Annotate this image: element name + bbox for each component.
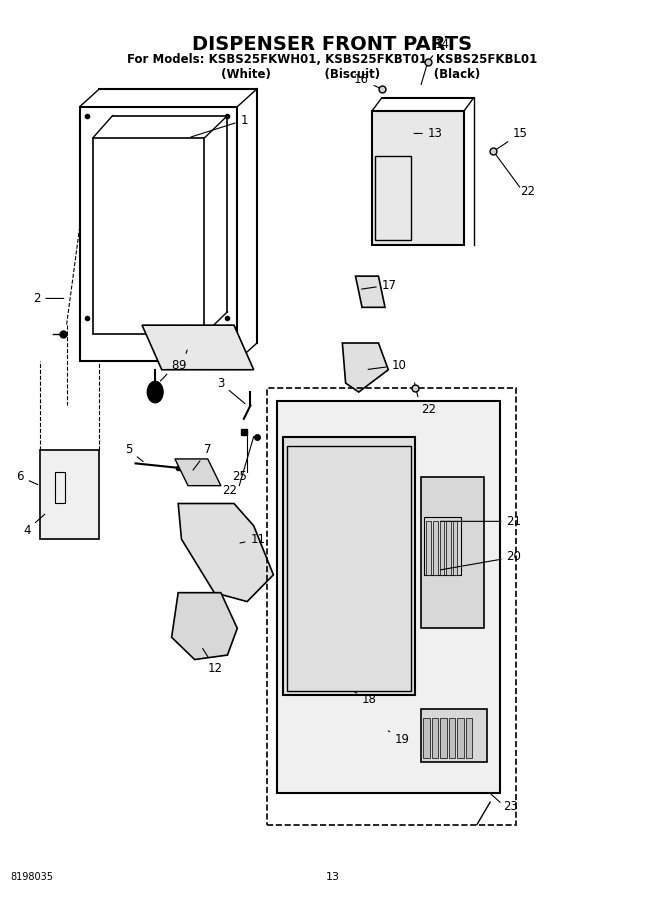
Bar [440,521,444,575]
Text: 13: 13 [325,872,340,883]
Bar [423,717,430,758]
Bar [283,436,414,695]
Text: 7: 7 [193,444,212,470]
Bar [421,477,483,628]
Bar [277,401,500,793]
Text: 19: 19 [388,731,410,746]
Bar [432,717,438,758]
Bar [424,517,461,575]
Text: 20: 20 [440,551,521,570]
Text: 22: 22 [222,483,237,497]
Bar [41,450,99,539]
Text: 13: 13 [414,127,443,140]
Text: 9: 9 [178,350,187,372]
Text: 15: 15 [495,127,528,149]
Text: 25: 25 [232,470,247,483]
Text: DISPENSER FRONT PARTS: DISPENSER FRONT PARTS [192,35,473,54]
Text: 12: 12 [203,649,223,675]
Text: 4: 4 [23,514,45,536]
Text: 2: 2 [33,292,64,305]
Polygon shape [178,503,273,601]
Bar [449,717,456,758]
Bar [55,472,65,503]
Bar [287,446,411,691]
Bar [421,708,487,762]
Text: 6: 6 [17,470,38,484]
Bar [80,107,237,361]
Polygon shape [342,343,388,392]
Bar [440,717,447,758]
Circle shape [148,382,163,402]
Bar [375,156,411,240]
Text: 11: 11 [240,533,265,545]
Text: 18: 18 [354,692,377,706]
Bar [458,717,464,758]
Bar [446,521,451,575]
Text: 8198035: 8198035 [11,872,54,883]
Polygon shape [356,276,385,307]
Bar [433,521,438,575]
Text: 8: 8 [160,359,179,381]
Bar [426,521,431,575]
Text: (White)             (Biscuit)             (Black): (White) (Biscuit) (Black) [184,68,481,81]
Polygon shape [142,325,254,370]
Polygon shape [172,593,237,660]
Text: 14: 14 [430,38,450,60]
Bar [93,138,204,334]
Text: For Models: KSBS25FKWH01, KSBS25FKBT01, KSBS25FKBL01: For Models: KSBS25FKWH01, KSBS25FKBT01, … [128,53,537,67]
Bar [453,521,458,575]
Text: 21: 21 [440,515,521,527]
Text: 5: 5 [125,444,143,462]
Text: 3: 3 [217,376,245,403]
Text: 22: 22 [421,403,436,417]
Polygon shape [175,459,221,486]
Text: 23: 23 [503,800,518,814]
Bar [465,717,472,758]
Text: 10: 10 [368,359,406,372]
Bar [372,112,464,245]
Text: 16: 16 [354,74,379,88]
Text: 17: 17 [362,278,397,292]
Text: 22: 22 [519,184,535,198]
Text: 1: 1 [191,113,248,137]
Bar [267,388,516,824]
